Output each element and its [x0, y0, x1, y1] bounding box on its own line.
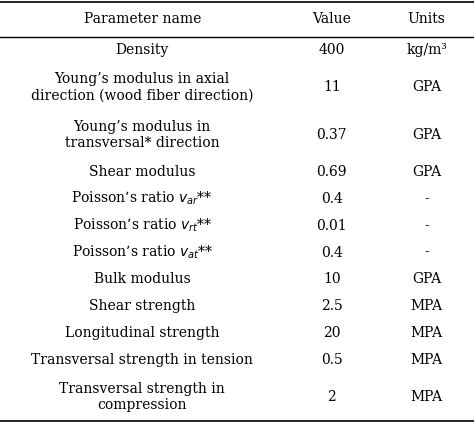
- Text: 0.69: 0.69: [317, 165, 347, 179]
- Text: 0.4: 0.4: [321, 192, 343, 206]
- Text: GPA: GPA: [412, 80, 441, 94]
- Text: MPA: MPA: [410, 299, 443, 313]
- Text: GPA: GPA: [412, 128, 441, 142]
- Text: MPA: MPA: [410, 326, 443, 340]
- Text: Density: Density: [116, 43, 169, 57]
- Text: 0.4: 0.4: [321, 245, 343, 260]
- Text: Shear strength: Shear strength: [89, 299, 195, 313]
- Text: Bulk modulus: Bulk modulus: [94, 272, 191, 286]
- Text: -: -: [424, 245, 429, 260]
- Text: Young’s modulus in
transversal* direction: Young’s modulus in transversal* directio…: [65, 120, 219, 150]
- Text: Units: Units: [408, 12, 446, 26]
- Text: Parameter name: Parameter name: [83, 12, 201, 26]
- Text: Young’s modulus in axial
direction (wood fiber direction): Young’s modulus in axial direction (wood…: [31, 72, 254, 102]
- Text: MPA: MPA: [410, 390, 443, 404]
- Text: Shear modulus: Shear modulus: [89, 165, 195, 179]
- Text: 400: 400: [319, 43, 345, 57]
- Text: -: -: [424, 192, 429, 206]
- Text: Poisson’s ratio $v_{ar}$**: Poisson’s ratio $v_{ar}$**: [72, 190, 213, 207]
- Text: 0.01: 0.01: [317, 219, 347, 233]
- Text: GPA: GPA: [412, 272, 441, 286]
- Text: 20: 20: [323, 326, 340, 340]
- Text: 2: 2: [328, 390, 336, 404]
- Text: Transversal strength in
compression: Transversal strength in compression: [59, 382, 225, 412]
- Text: -: -: [424, 219, 429, 233]
- Text: kg/m³: kg/m³: [406, 43, 447, 57]
- Text: 10: 10: [323, 272, 341, 286]
- Text: Poisson’s ratio $v_{at}$**: Poisson’s ratio $v_{at}$**: [72, 244, 213, 261]
- Text: 2.5: 2.5: [321, 299, 343, 313]
- Text: Poisson’s ratio $v_{rt}$**: Poisson’s ratio $v_{rt}$**: [73, 217, 212, 234]
- Text: 11: 11: [323, 80, 341, 94]
- Text: 0.37: 0.37: [317, 128, 347, 142]
- Text: Value: Value: [312, 12, 351, 26]
- Text: Longitudinal strength: Longitudinal strength: [65, 326, 219, 340]
- Text: MPA: MPA: [410, 353, 443, 367]
- Text: Transversal strength in tension: Transversal strength in tension: [31, 353, 253, 367]
- Text: GPA: GPA: [412, 165, 441, 179]
- Text: 0.5: 0.5: [321, 353, 343, 367]
